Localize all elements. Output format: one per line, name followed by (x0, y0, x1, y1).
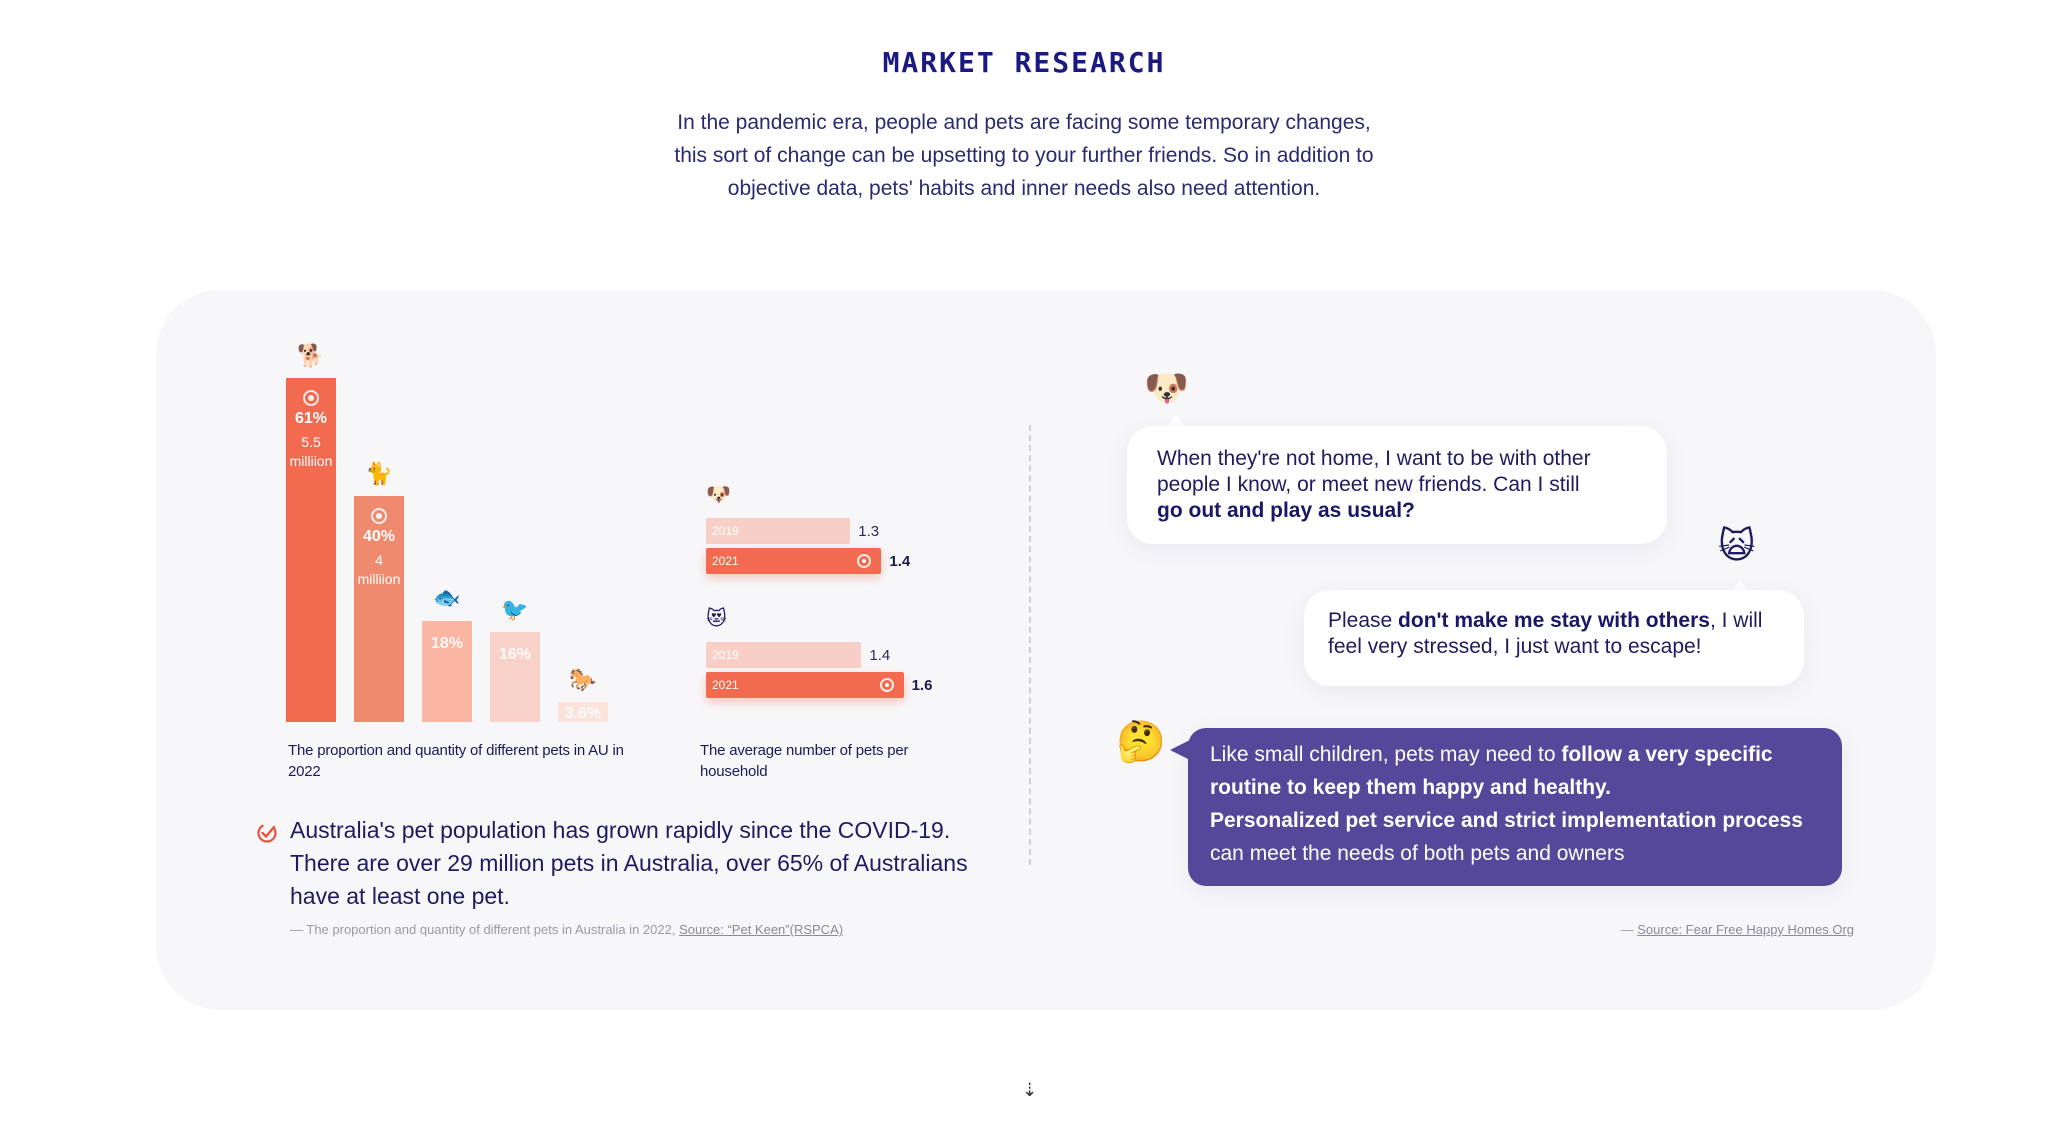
bubble-line: people I know, or meet new friends. Can … (1157, 473, 1580, 496)
household-value-label: 1.4 (889, 553, 911, 570)
bubble-bold: Personalized pet service and strict impl… (1210, 809, 1803, 832)
check-circle-icon (257, 823, 277, 843)
source-prefix: — (1620, 922, 1638, 937)
summary-text: Australia's pet population has grown rap… (290, 817, 968, 909)
bubble-tail (1166, 414, 1186, 428)
source-prefix: — The proportion and quantity of differe… (290, 922, 680, 937)
horse-icon: 🐎 (569, 666, 597, 692)
divider (1029, 425, 1031, 865)
bar-count-label: milliion (289, 453, 333, 469)
source-link[interactable]: Source: Fear Free Happy Homes Org (1637, 922, 1854, 937)
dog-face-icon: 🐶 (706, 484, 731, 506)
bar-count-label: 4 (375, 552, 383, 569)
household-bar-2021: 2021 (706, 672, 904, 698)
thinking-face-icon: 🤔 (1116, 720, 1166, 764)
bubble-bold: go out and play as usual? (1157, 499, 1415, 522)
household-bar-2021: 2021 (706, 548, 882, 574)
intro-line: objective data, pets' habits and inner n… (727, 177, 1321, 200)
bar-count-label: 5.5 (301, 434, 321, 450)
bar-percent-label: 18% (430, 634, 464, 652)
target-icon (879, 678, 894, 692)
target-icon (857, 554, 872, 568)
bar-count-label: milliion (357, 571, 401, 588)
bubble-bold: routine to keep them happy and healthy. (1210, 776, 1611, 799)
intro-line: this sort of change can be upsetting to … (674, 144, 1374, 167)
bar-fish: 18% (422, 620, 472, 722)
source-link[interactable]: Source: “Pet Keen”(RSPCA) (679, 922, 844, 937)
bar-percent-label: 61% (294, 410, 328, 427)
speech-bubble-insight: Like small children, pets may need to fo… (1188, 728, 1842, 886)
dog-icon: 🐕 (297, 343, 325, 368)
bar-horse: 3.6% (558, 701, 608, 722)
target-icon (303, 390, 319, 406)
bubble-tail (1170, 740, 1190, 760)
scroll-down-arrow-icon[interactable]: ⇣ (1022, 1080, 1038, 1100)
dog-face-icon: 🐶 (1144, 367, 1189, 408)
household-value-label: 1.3 (858, 523, 880, 540)
bar-bird: 16% (490, 631, 540, 722)
bar-dog: 61% 5.5 milliion (286, 378, 336, 722)
bar-percent-label: 3.6% (564, 704, 602, 722)
page-title: MARKET RESEARCH (882, 46, 1166, 79)
target-icon (371, 508, 387, 525)
bubble-line: can meet the needs of both pets and owne… (1210, 842, 1625, 865)
speech-bubble-dog: When they're not home, I want to be with… (1127, 426, 1667, 544)
bird-icon: 🐦 (501, 596, 529, 622)
intro-text: In the pandemic era, people and pets are… (624, 106, 1424, 205)
source-note-right: — Source: Fear Free Happy Homes Org (1621, 922, 1854, 937)
bar-chart-caption: The proportion and quantity of different… (288, 742, 624, 780)
year-label: 2021 (712, 678, 739, 692)
bubble-line: feel very stressed, I just want to escap… (1328, 635, 1702, 658)
household-chart-caption: The average number of pets per household (700, 742, 909, 780)
year-label: 2021 (712, 554, 739, 568)
household-bar-2019: 2019 (706, 518, 851, 544)
bubble-text: Like small children, pets may need to (1210, 743, 1562, 766)
fish-icon: 🐟 (433, 585, 461, 611)
household-value-label: 1.4 (869, 647, 891, 664)
cat-face-icon: 😻 (706, 608, 727, 630)
household-bar-2019: 2019 (706, 642, 862, 668)
bubble-text: , I will (1709, 609, 1763, 632)
year-label: 2019 (712, 648, 739, 662)
bubble-line: When they're not home, I want to be with… (1157, 447, 1591, 470)
bubble-bold: follow a very specific (1561, 743, 1773, 766)
bubble-text: Please (1328, 609, 1399, 632)
year-label: 2019 (712, 524, 739, 538)
source-note-left: — The proportion and quantity of differe… (290, 922, 843, 937)
cat-face-icon: 🙀 (1718, 525, 1756, 566)
cat-icon: 🐈 (365, 461, 393, 487)
household-value-label: 1.6 (911, 677, 933, 694)
speech-bubble-cat: Please don't make me stay with others, I… (1304, 590, 1804, 686)
intro-line: In the pandemic era, people and pets are… (677, 111, 1371, 134)
bubble-bold: don't make me stay with others (1398, 609, 1710, 632)
pet-proportion-chart: 61% 5.5 milliion 🐕 40% 4 milliion 🐈 18% 🐟 16% 🐦 3.6%… (286, 344, 616, 722)
bar-percent-label: 40% (362, 528, 396, 546)
bar-percent-label: 16% (498, 645, 532, 663)
bar-cat: 40% 4 milliion (354, 496, 404, 722)
